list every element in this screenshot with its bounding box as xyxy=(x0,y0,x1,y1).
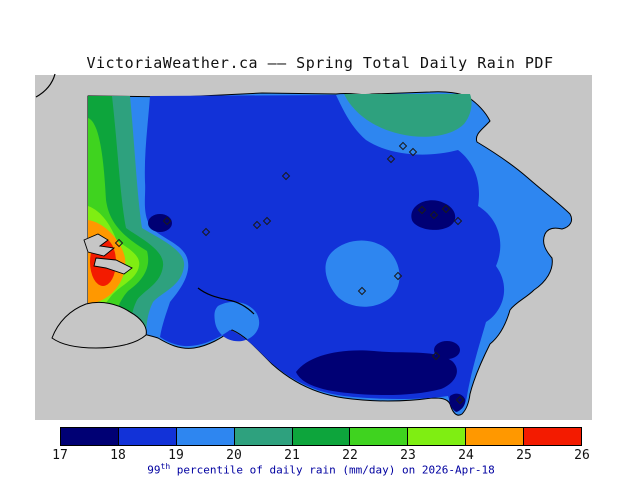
colorbar xyxy=(60,427,582,446)
station-marker xyxy=(386,154,396,164)
colorbar-tick-label: 17 xyxy=(52,448,68,463)
coastline-inlet-central xyxy=(197,287,255,315)
colorbar-tick-label: 19 xyxy=(168,448,184,463)
station-marker xyxy=(408,147,418,157)
colorbar-tick-label: 23 xyxy=(400,448,416,463)
station-marker xyxy=(429,210,439,220)
colorbar-tick-label: 21 xyxy=(284,448,300,463)
colorbar-tick-label: 24 xyxy=(458,448,474,463)
chart-title: VictoriaWeather.ca —— Spring Total Daily… xyxy=(86,54,554,72)
contour-low-17-18-south xyxy=(296,350,457,396)
coastline-harbour-inlet-1 xyxy=(83,233,116,257)
caption-superscript: th xyxy=(160,462,171,471)
colorbar-segment xyxy=(524,428,582,445)
station-marker xyxy=(417,205,427,215)
station-marker xyxy=(262,216,272,226)
station-markers xyxy=(114,141,465,405)
station-marker xyxy=(281,171,291,181)
station-marker xyxy=(455,395,465,405)
station-marker xyxy=(162,216,172,226)
colorbar-segment xyxy=(292,428,351,445)
station-marker xyxy=(201,227,211,237)
coastline-top-left xyxy=(35,73,56,98)
colorbar-ticks: 17 18 19 20 21 22 23 24 25 26 xyxy=(52,448,590,463)
station-marker xyxy=(431,351,441,361)
station-marker xyxy=(398,141,408,151)
contour-band-20-21-north xyxy=(344,94,472,137)
colorbar-tick-label: 25 xyxy=(516,448,532,463)
colorbar-segment xyxy=(176,428,235,445)
colorbar-segment xyxy=(118,428,177,445)
colorbar-tick-label: 18 xyxy=(110,448,126,463)
station-marker xyxy=(453,216,463,226)
station-marker xyxy=(114,238,124,248)
colorbar-segment xyxy=(350,428,409,445)
colorbar-segment xyxy=(234,428,293,445)
colorbar-segment xyxy=(408,428,467,445)
station-marker xyxy=(393,271,403,281)
caption-text: percentile of daily rain (mm/day) on 202… xyxy=(170,463,495,477)
colorbar-segment xyxy=(61,428,119,445)
contour-low-17-18-southeast xyxy=(434,341,460,359)
coastline-peninsula-southwest xyxy=(51,301,147,349)
contour-band-18-19-main xyxy=(144,95,505,412)
station-marker xyxy=(357,286,367,296)
colorbar-caption: 99th percentile of daily rain (mm/day) o… xyxy=(60,462,582,477)
station-marker xyxy=(252,220,262,230)
caption-number: 99 xyxy=(147,463,161,477)
coastline-harbour-inlet-2 xyxy=(93,257,133,275)
colorbar-tick-label: 22 xyxy=(342,448,358,463)
station-marker xyxy=(441,204,451,214)
colorbar-tick-label: 20 xyxy=(226,448,242,463)
colorbar-tick-label: 26 xyxy=(574,448,590,463)
colorbar-segment xyxy=(466,428,525,445)
